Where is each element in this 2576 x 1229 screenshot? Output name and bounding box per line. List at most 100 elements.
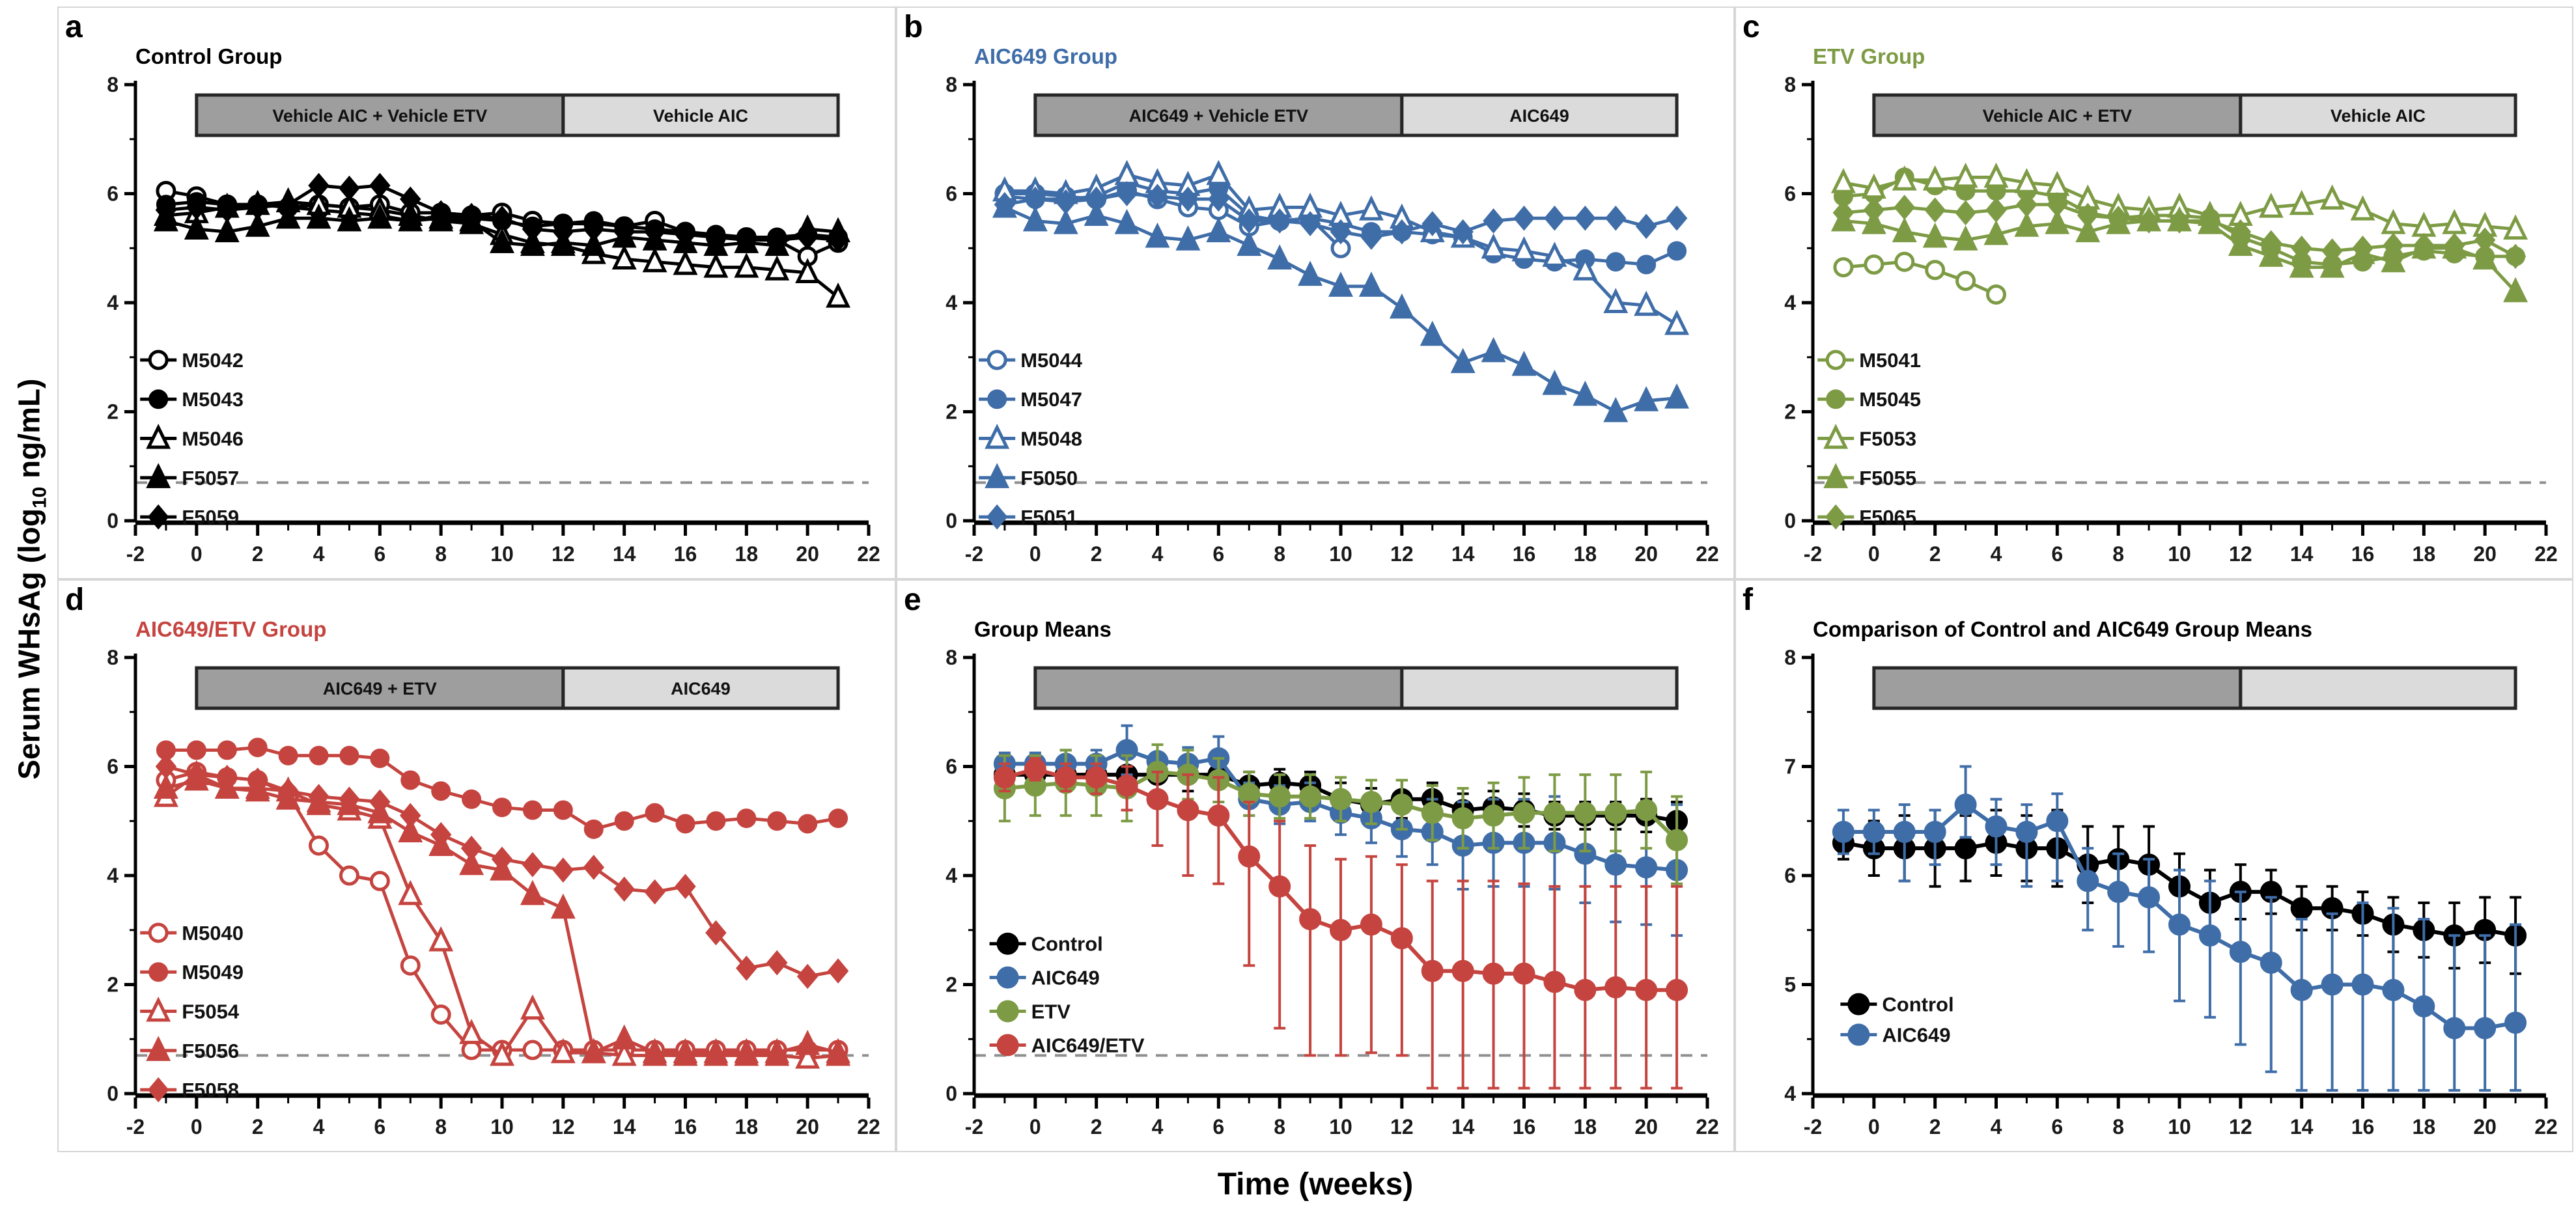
svg-text:14: 14 xyxy=(2290,1115,2314,1139)
axes: -2 0 2 4 6 8 10 12 14 16 18 20 22 0 2 4 6 8 xyxy=(945,646,1719,1139)
svg-text:20: 20 xyxy=(1634,542,1658,566)
series-F5059 xyxy=(155,173,849,253)
legend-item-M5049: M5049 xyxy=(140,961,244,984)
legend-item-F5051: F5051 xyxy=(979,504,1078,530)
legend-item-F5055: F5055 xyxy=(1817,463,1916,490)
svg-text:-2: -2 xyxy=(965,542,983,566)
panel-f: f Comparison of Control and AIC649 Group… xyxy=(1735,579,2573,1152)
svg-text:12: 12 xyxy=(2229,1115,2252,1139)
series-M5041 xyxy=(1833,251,2006,305)
y-axis-label-text: Serum WHsAg (log xyxy=(12,508,46,780)
legend-item-M5044: M5044 xyxy=(979,349,1083,372)
svg-text:8: 8 xyxy=(435,542,447,566)
svg-text:8: 8 xyxy=(945,73,957,96)
svg-text:14: 14 xyxy=(613,1115,636,1139)
legend-item-AIC649: AIC649 xyxy=(1840,1023,1950,1047)
svg-text:18: 18 xyxy=(1574,542,1597,566)
svg-text:M5045: M5045 xyxy=(1859,388,1921,411)
svg-text:16: 16 xyxy=(2351,1115,2375,1139)
phase-label-2: Vehicle AIC xyxy=(653,106,748,126)
svg-text:18: 18 xyxy=(2413,1115,2436,1139)
series-F5065 xyxy=(1832,191,2527,269)
svg-text:4: 4 xyxy=(313,542,325,566)
svg-text:4: 4 xyxy=(945,864,957,887)
axes: -2 0 2 4 6 8 10 12 14 16 18 20 22 0 2 4 6 8 xyxy=(107,646,880,1139)
svg-text:20: 20 xyxy=(796,542,819,566)
svg-text:2: 2 xyxy=(1784,400,1796,424)
svg-text:0: 0 xyxy=(1868,542,1880,566)
svg-text:4: 4 xyxy=(1152,1115,1164,1139)
svg-text:2: 2 xyxy=(252,1115,264,1139)
chart-aic649-group: AIC649 + Vehicle ETV AIC649 -2 0 2 4 6 8 10 12 14 1… xyxy=(945,73,1719,566)
svg-text:16: 16 xyxy=(674,1115,697,1139)
svg-text:0: 0 xyxy=(1868,1115,1880,1139)
legend-item-AIC649: AIC649 xyxy=(989,966,1100,989)
legend-item-M5046: M5046 xyxy=(140,423,244,450)
svg-text:M5048: M5048 xyxy=(1020,428,1082,450)
svg-text:22: 22 xyxy=(1696,542,1719,566)
axes: -2 0 2 4 6 8 10 12 14 16 18 20 22 0 2 4 6 8 xyxy=(1784,73,2558,566)
panel-title-b: AIC649 Group xyxy=(974,44,1118,68)
panel-letter-e: e xyxy=(904,583,921,617)
legend-item-ETV: ETV xyxy=(989,1000,1071,1023)
svg-text:0: 0 xyxy=(1029,542,1041,566)
svg-text:6: 6 xyxy=(1212,542,1224,566)
panel-title-f: Comparison of Control and AIC649 Group M… xyxy=(1813,617,2313,641)
x-axis-label: Time (weeks) xyxy=(1217,1167,1414,1202)
svg-text:6: 6 xyxy=(107,755,119,779)
svg-text:20: 20 xyxy=(2473,1115,2497,1139)
svg-text:10: 10 xyxy=(2168,1115,2191,1139)
svg-text:10: 10 xyxy=(1329,1115,1352,1139)
svg-text:4: 4 xyxy=(1784,291,1796,314)
svg-text:2: 2 xyxy=(945,400,957,424)
y-axis-label-subscript: 10 xyxy=(29,487,51,509)
svg-text:F5053: F5053 xyxy=(1859,428,1916,450)
panel-letter-a: a xyxy=(65,10,83,44)
svg-text:6: 6 xyxy=(374,542,385,566)
svg-text:8: 8 xyxy=(107,646,119,669)
svg-text:0: 0 xyxy=(1029,1115,1041,1139)
legend-item-Control: Control xyxy=(1840,993,1954,1016)
phase-bar: AIC649 + ETV AIC649 xyxy=(195,666,840,710)
svg-text:2: 2 xyxy=(1091,1115,1102,1139)
svg-text:10: 10 xyxy=(490,542,514,566)
legend: M5044 M5047 M5048 F5050 F5051 xyxy=(979,349,1083,530)
svg-text:16: 16 xyxy=(2351,542,2375,566)
svg-text:M5043: M5043 xyxy=(182,388,244,411)
svg-text:8: 8 xyxy=(1784,646,1796,669)
panel-letter-b: b xyxy=(904,10,923,44)
svg-text:F5059: F5059 xyxy=(182,506,239,529)
legend: Control AIC649 ETV AIC649/ETV xyxy=(989,932,1145,1056)
svg-text:2: 2 xyxy=(107,400,119,424)
svg-text:Control: Control xyxy=(1882,993,1953,1016)
series-F5051 xyxy=(994,181,1688,250)
svg-text:4: 4 xyxy=(1991,1115,2002,1139)
legend-item-F5050: F5050 xyxy=(979,463,1078,490)
svg-text:4: 4 xyxy=(1991,542,2002,566)
svg-text:20: 20 xyxy=(796,1115,819,1139)
svg-text:4: 4 xyxy=(313,1115,325,1139)
svg-text:2: 2 xyxy=(1929,1115,1941,1139)
svg-text:22: 22 xyxy=(857,542,880,566)
svg-text:AIC649: AIC649 xyxy=(1031,967,1100,989)
svg-text:M5042: M5042 xyxy=(182,349,244,372)
phase-bar: AIC649 + Vehicle ETV AIC649 xyxy=(1033,93,1679,137)
panel-e: e Group Means -2 0 2 4 6 8 10 12 14 16 18 20 22 0 2 4 6 8… xyxy=(896,579,1735,1152)
svg-text:F5057: F5057 xyxy=(182,467,239,490)
panel-letter-f: f xyxy=(1743,583,1753,617)
panel-title-c: ETV Group xyxy=(1813,44,1925,68)
svg-text:18: 18 xyxy=(1574,1115,1597,1139)
legend-item-M5042: M5042 xyxy=(140,349,244,372)
series-AIC649-ETV xyxy=(993,756,1688,1090)
svg-text:F5056: F5056 xyxy=(182,1040,239,1062)
chart-control-group: Vehicle AIC + Vehicle ETV Vehicle AIC -2 0 2… xyxy=(107,73,880,566)
legend: M5041 M5045 F5053 F5055 F5065 xyxy=(1817,349,1921,530)
legend-item-AIC649-ETV: AIC649/ETV xyxy=(989,1034,1145,1056)
svg-text:8: 8 xyxy=(2112,542,2124,566)
svg-text:18: 18 xyxy=(735,1115,759,1139)
svg-text:0: 0 xyxy=(945,509,957,532)
phase-bar xyxy=(1033,666,1679,710)
svg-text:0: 0 xyxy=(191,1115,203,1139)
legend-item-F5059: F5059 xyxy=(140,504,239,530)
svg-text:4: 4 xyxy=(107,291,119,314)
